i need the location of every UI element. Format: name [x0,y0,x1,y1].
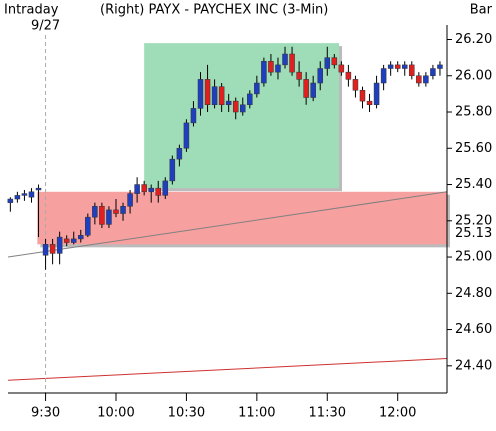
y-tick-label: 25.00 [455,250,492,265]
y-tick-label: 26.00 [455,68,492,83]
y-tick-label: 24.40 [455,358,492,373]
candle-body [254,82,260,95]
y-tick-label: 25.80 [455,105,492,120]
candle-body [225,100,232,106]
chart-title: (Right) PAYX - PAYCHEX INC (3-Min) [100,3,328,18]
y-tick-label: 24.80 [455,286,492,301]
candle-body [92,206,98,218]
candle-body [423,75,429,84]
average-line [7,358,448,381]
candle-body [352,79,359,91]
candle-body [247,93,253,106]
candle-body [275,64,281,73]
candle-body [401,64,408,69]
candle-body [190,108,197,124]
candle-body [232,100,239,113]
average-line [7,191,448,258]
candle-body [134,184,140,194]
candle-body [268,61,274,73]
candle-body [7,198,14,203]
y-tick-label: 25.40 [455,177,492,192]
candle-body [317,68,323,84]
candle-body [49,244,56,254]
candle-body [162,180,169,196]
candle-body [99,206,105,225]
candle-body [183,122,190,149]
x-tick-label: 11:00 [238,406,275,421]
y-tick-label: 25.20 [455,213,492,228]
candle-body [240,104,246,113]
candle-body [155,187,161,196]
left-label: Intraday [4,3,59,18]
candle-body [56,236,63,254]
candle-body [78,235,84,240]
candle-body [169,158,176,182]
candle-body [70,238,77,243]
candle-body [176,148,183,160]
candle-body [380,68,387,84]
x-tick-label: 10:30 [168,406,205,421]
candle-body [366,100,373,106]
candle-body [218,86,225,106]
candle-body [120,206,126,214]
candle-body [416,75,422,84]
candle-body [141,184,147,193]
candle-body [63,238,70,243]
candle-body [303,79,309,98]
candle-body [85,216,91,236]
zone [37,191,448,245]
candle-body [289,53,295,73]
candle-body [148,187,154,193]
candle-body [394,64,401,69]
candle-body [430,68,436,77]
candle-body [261,61,267,84]
y-tick-label: 24.60 [455,322,492,337]
candle-body [211,86,218,106]
candle-body [35,187,42,191]
candle-body [113,209,119,214]
candle-body [359,90,366,102]
candle-body [28,191,35,198]
candle-body [14,195,21,200]
x-tick-label: 10:00 [97,406,134,421]
candle-body [338,64,345,73]
candle-body [324,57,331,69]
y-tick-label: 26.20 [455,32,492,47]
y-tick-label: 25.60 [455,141,492,156]
x-tick-label: 11:30 [309,406,346,421]
candle-body [409,64,415,77]
session-label: 9/27 [31,19,60,34]
candle-body [197,79,204,109]
candle-body [310,82,316,98]
right-label: Bar [470,3,493,18]
candle-body [373,82,380,106]
candle-body [42,244,49,256]
candle-body [204,79,211,106]
candle-body [106,209,112,225]
price-marker: 25.13 [455,226,492,241]
x-tick-label: 12:00 [379,406,416,421]
candle-body [282,53,288,66]
zone [144,43,340,189]
candle-body [437,64,443,69]
candle-body [127,193,133,207]
candle-body [296,71,302,80]
candle-body [21,193,28,196]
x-tick-label: 9:30 [31,406,60,421]
candle-body [331,57,338,66]
candle-body [345,71,352,80]
candle-body [387,64,394,69]
